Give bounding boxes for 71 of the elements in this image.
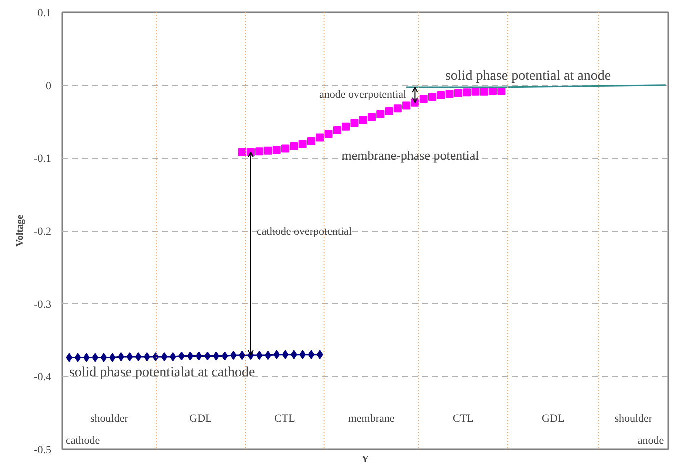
y-tick-label: -0.2 (34, 226, 52, 238)
point (118, 352, 124, 362)
point (264, 146, 272, 155)
point (437, 92, 446, 100)
point (282, 350, 289, 360)
point (298, 140, 307, 148)
y-tick-label: 0.1 (38, 8, 52, 20)
point (126, 352, 134, 362)
point (222, 352, 228, 361)
point (307, 137, 316, 146)
point (144, 352, 150, 362)
point (187, 352, 194, 361)
annotation: GDL (190, 412, 213, 425)
point (385, 108, 394, 116)
annotation: GDL (542, 412, 565, 425)
annotation: membrane-phase potential (342, 148, 480, 163)
annotation: membrane (348, 412, 395, 425)
point (394, 104, 402, 113)
y-tick-label: 0 (46, 80, 52, 92)
point (256, 148, 264, 156)
point (170, 352, 176, 362)
annotation: shoulder (614, 412, 653, 425)
point (74, 353, 82, 362)
point (368, 113, 376, 122)
point (161, 352, 168, 362)
y-tick-label: -0.4 (34, 372, 52, 384)
point (196, 352, 202, 361)
point (342, 122, 350, 131)
point (376, 110, 385, 118)
point (472, 88, 480, 96)
point (480, 88, 488, 96)
y-axis-title: Voltage (15, 214, 26, 247)
point (256, 351, 263, 360)
point (333, 126, 342, 134)
point (290, 142, 298, 151)
y-tick-label: -0.5 (34, 444, 52, 456)
point (359, 116, 368, 124)
point (238, 148, 246, 156)
point (66, 353, 73, 362)
x-axis-title: Y (362, 454, 370, 466)
point (316, 350, 324, 360)
point (274, 350, 280, 360)
point (316, 134, 324, 142)
y-tick-label: -0.1 (34, 153, 52, 166)
annotation: shoulder (90, 412, 129, 425)
point (308, 350, 315, 360)
point (282, 144, 290, 153)
point (100, 353, 108, 362)
point (324, 130, 333, 138)
point (428, 92, 436, 101)
point (446, 90, 454, 98)
y-tick-label: -0.3 (34, 298, 52, 311)
point (92, 353, 99, 362)
annotation: anode (638, 434, 664, 447)
annotation: solid phase potentialat at cathode (69, 366, 256, 381)
annotation: cathode overpotential (257, 226, 352, 238)
point (272, 146, 281, 154)
point (454, 89, 462, 98)
point (420, 95, 428, 104)
point (135, 352, 142, 362)
annotation: CTL (452, 412, 474, 425)
annotation: solid phase potential at anode (445, 69, 612, 84)
point (152, 352, 160, 362)
point (213, 352, 220, 361)
point (402, 102, 411, 110)
point (463, 88, 472, 97)
point (350, 119, 359, 128)
annotation: cathode (66, 434, 100, 447)
annotation: CTL (274, 412, 296, 425)
point (109, 353, 116, 362)
annotation: anode overpotential (320, 88, 407, 101)
